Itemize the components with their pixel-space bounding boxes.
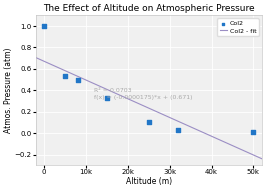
Col2	[63, 75, 67, 78]
Col2	[42, 25, 46, 28]
Col2 - fit	[34, 56, 37, 59]
Col2 - fit	[35, 57, 38, 59]
Legend: Col2, Col2 - fit: Col2, Col2 - fit	[217, 18, 259, 36]
Col2	[147, 121, 151, 124]
Text: R² = 0.0703
f(x) = (-0.0000175)*x + (0.671): R² = 0.0703 f(x) = (-0.0000175)*x + (0.6…	[94, 88, 193, 100]
X-axis label: Altitude (m): Altitude (m)	[126, 177, 172, 186]
Col2	[251, 131, 256, 134]
Col2 - fit	[168, 116, 171, 119]
Title: The Effect of Altitude on Atmospheric Pressure: The Effect of Altitude on Atmospheric Pr…	[43, 4, 255, 13]
Col2 - fit	[225, 142, 228, 144]
Col2	[76, 78, 80, 81]
Line: Col2 - fit: Col2 - fit	[36, 58, 262, 159]
Col2	[176, 129, 180, 132]
Y-axis label: Atmos. Pressure (atm): Atmos. Pressure (atm)	[4, 48, 13, 133]
Col2	[105, 96, 109, 99]
Col2 - fit	[260, 158, 263, 160]
Col2 - fit	[169, 117, 172, 119]
Col2 - fit	[239, 148, 242, 150]
Col2 - fit	[173, 118, 176, 121]
